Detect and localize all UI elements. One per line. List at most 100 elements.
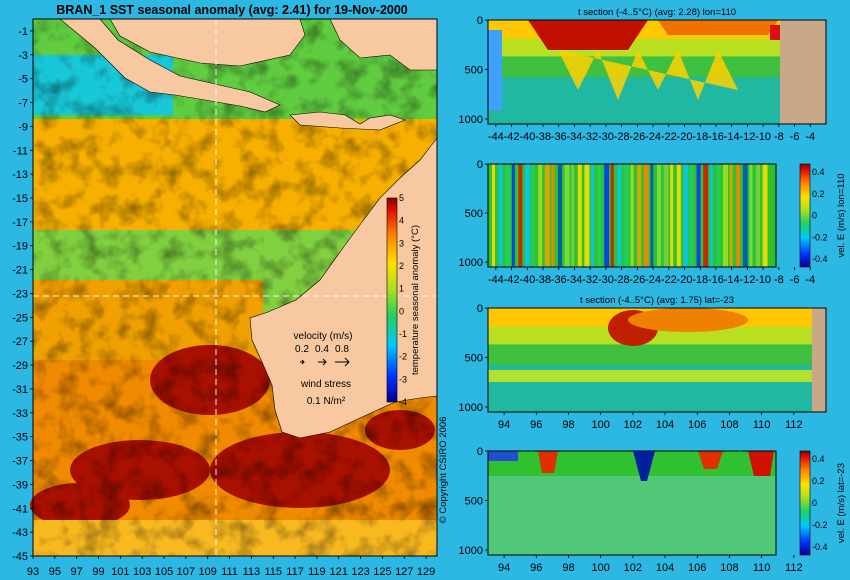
section-vel-jet — [633, 451, 655, 481]
map-x-tick-label: 117 — [286, 566, 304, 578]
section-x-tick-label: -42 — [504, 131, 520, 143]
map-x-tick-label: 113 — [243, 566, 261, 578]
velocity-legend-value-2: 0.4 — [315, 344, 329, 355]
section-y-tick-label: 500 — [465, 496, 483, 508]
section-x-tick-label: 102 — [624, 562, 642, 574]
section-vel-stripe — [690, 164, 693, 267]
map-land-borneo — [109, 18, 306, 67]
map-x-tick-label: 105 — [155, 566, 173, 578]
section-vel-stripe — [670, 164, 674, 267]
map-x-tick-label: 121 — [330, 566, 348, 578]
map-y-tick-label: -43 — [12, 527, 28, 539]
section-vel-stripe — [643, 164, 649, 267]
map-y-tick-label: -29 — [12, 360, 28, 372]
section-x-tick-label: 96 — [530, 562, 542, 574]
section-colorbar-tick-label: -0.2 — [812, 520, 828, 530]
map-y-tick-label: -21 — [12, 265, 28, 277]
section-vel-deep — [488, 476, 776, 555]
velocity-legend-value-3: 0.8 — [335, 344, 349, 355]
section-hot-edge — [770, 25, 780, 40]
section-title-1: t section (-4..5°C) (avg: 2.28) lon=110 — [578, 7, 736, 18]
section-colorbar-tick-label: 0 — [812, 498, 817, 508]
section-frame-2 — [487, 163, 777, 268]
section-panel-4: 94 96 98 100 102 104 106 108 110 112050010000.40.… — [459, 446, 847, 574]
section-x-tick-label: -4 — [805, 131, 815, 143]
section-x-tick-label: -16 — [708, 131, 724, 143]
velocity-legend: velocity (m/s) 0.2 0.4 0.8 wind stress 0… — [294, 331, 353, 407]
section-colorbar-tick-label: 0 — [812, 211, 817, 221]
section-colorbar-bar — [799, 163, 811, 268]
section-y-ticks-3: 0 500 1000 — [459, 303, 488, 414]
map-y-tick-label: -39 — [12, 479, 28, 491]
map-y-tick-label: -3 — [18, 50, 28, 62]
section-x-tick-label: 112 — [785, 419, 803, 431]
map-x-tick-label: 97 — [71, 566, 83, 578]
section-colorbar-tick-label: -0.2 — [812, 232, 828, 242]
section-colorbar-tick-label: 0.4 — [812, 454, 825, 464]
section-colorbar-tick-label: 0.4 — [812, 167, 825, 177]
section-vel-east-2 — [698, 451, 723, 469]
section-vel-east-3 — [748, 451, 774, 476]
map-x-tick-label: 119 — [308, 566, 326, 578]
section-colorbar-tick-label: -0.4 — [812, 254, 828, 264]
section-x-tick-label: -32 — [582, 131, 598, 143]
section-x-tick-label: -16 — [708, 274, 724, 286]
map-y-tick-label: -1 — [18, 26, 28, 38]
main-colorbar-tick-label: 2 — [399, 261, 404, 271]
main-map-y-ticks: -1 -3 -5 -7 -9 -11 -13 -15 -17 -19 -21 -23 -25 -27 -29… — [12, 26, 33, 563]
section-x-tick-label: -12 — [739, 131, 755, 143]
section-x-tick-label: -40 — [519, 131, 535, 143]
section-vel-stripe — [663, 164, 669, 267]
velocity-legend-value-1: 0.2 — [295, 344, 309, 355]
section-y-tick-label: 500 — [465, 208, 483, 220]
section-x-tick-label: -10 — [755, 131, 771, 143]
section-frame-3 — [487, 307, 827, 413]
map-y-tick-label: -15 — [12, 193, 28, 205]
map-x-tick-label: 103 — [133, 566, 151, 578]
map-y-tick-label: -27 — [12, 336, 28, 348]
section-vel-stripe — [723, 164, 728, 267]
main-colorbar-label: temperature seasonal anomaly (°C) — [410, 225, 421, 375]
section-vel-stripe — [531, 164, 535, 267]
section-x-tick-label: 104 — [656, 562, 674, 574]
section-x-tick-label: 100 — [591, 562, 609, 574]
section-vel-stripe — [683, 164, 689, 267]
section-y-tick-label: 1000 — [459, 114, 483, 126]
section-x-tick-label: -30 — [598, 274, 614, 286]
section-x-tick-label: 106 — [688, 562, 706, 574]
section-panels: t section (-4..5°C) (avg: 2.28) lon=110 -… — [459, 7, 847, 574]
section-y-ticks-1: 0 500 1000 — [459, 15, 488, 126]
main-colorbar-tick-label: 5 — [399, 193, 404, 203]
section-x-tick-label: -6 — [790, 274, 800, 286]
section-y-tick-label: 0 — [477, 159, 483, 171]
section-vel-stripe — [571, 164, 575, 267]
section-colorbar-tick-label: 0.2 — [812, 189, 825, 199]
section-vel-stripe — [762, 164, 768, 267]
map-y-tick-label: -7 — [18, 98, 28, 110]
map-x-tick-label: 115 — [264, 566, 282, 578]
section-x-tick-label: -34 — [567, 131, 583, 143]
section-x-tick-label: 98 — [562, 419, 574, 431]
section-x-ticks-2: -44 -42 -40 -38 -36 -34 -32 -30 -28 -26 -24 -22 -20-… — [488, 267, 815, 286]
section-x-tick-label: 102 — [624, 419, 642, 431]
map-y-tick-label: -37 — [12, 456, 28, 468]
section-x-tick-label: -26 — [629, 131, 645, 143]
section-vel-stripe — [696, 164, 701, 267]
section-vel-stripe — [703, 164, 709, 267]
velocity-legend-arrows — [300, 357, 350, 367]
section-vel-stripe — [742, 164, 748, 267]
section-vel-stripe — [749, 164, 753, 267]
map-x-tick-label: 127 — [395, 566, 413, 578]
section-x-tick-label: -42 — [504, 274, 520, 286]
section-x-tick-label: -18 — [692, 131, 708, 143]
wind-legend-value: 0.1 N/m² — [307, 396, 346, 407]
map-y-tick-label: -41 — [12, 503, 28, 515]
map-x-tick-label: 99 — [92, 566, 104, 578]
section-panel-1: t section (-4..5°C) (avg: 2.28) lon=110 -… — [459, 7, 827, 143]
section-y-tick-label: 500 — [465, 353, 483, 365]
section-x-tick-label: -20 — [677, 131, 693, 143]
section-x-tick-label: 94 — [498, 419, 510, 431]
section-x-tick-label: -28 — [614, 274, 630, 286]
section-vel-stripe — [538, 164, 543, 267]
section-x-tick-label: -24 — [645, 274, 661, 286]
